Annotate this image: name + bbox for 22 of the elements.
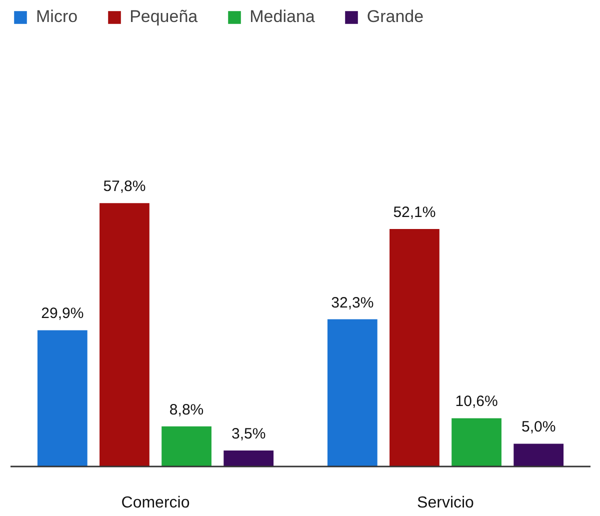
legend-label: Micro [36, 7, 78, 27]
data-label: 10,6% [455, 393, 498, 410]
bar [452, 418, 502, 466]
data-label: 5,0% [521, 418, 556, 436]
data-label: 32,3% [331, 294, 374, 312]
bar [327, 319, 378, 466]
x-tick-label: Comercio [121, 494, 190, 512]
bar [100, 203, 150, 466]
legend-label: Pequeña [130, 7, 198, 27]
legend-label: Grande [366, 7, 424, 27]
bar [390, 229, 440, 466]
data-label: 8,8% [169, 401, 204, 418]
bar [162, 426, 212, 466]
data-label: 52,1% [393, 204, 436, 222]
bar [514, 444, 564, 466]
data-label: 29,9% [41, 305, 84, 322]
bar [224, 450, 274, 466]
x-tick-label: Servicio [417, 494, 474, 512]
data-label: 3,5% [231, 426, 266, 443]
bar [37, 330, 88, 466]
data-label: 57,8% [103, 178, 146, 196]
legend-label: Mediana [250, 7, 315, 27]
